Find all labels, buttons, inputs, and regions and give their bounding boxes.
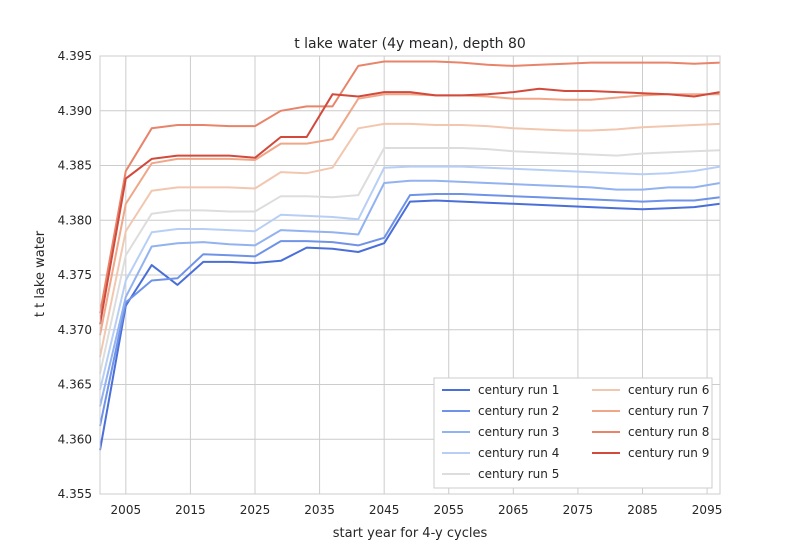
legend-label: century run 1 bbox=[478, 383, 559, 397]
legend-label: century run 4 bbox=[478, 446, 559, 460]
x-tick-labels: 2005 2015 2025 2035 2045 2055 2065 2075 2085 2095 bbox=[111, 503, 723, 517]
series-line-century-run-4 bbox=[99, 165, 721, 391]
y-tick-label: 4.390 bbox=[58, 104, 92, 118]
series-lines bbox=[99, 60, 721, 451]
x-tick-label: 2025 bbox=[240, 503, 271, 517]
legend-item-century-run-5: century run 5 bbox=[442, 467, 559, 481]
x-tick-label: 2075 bbox=[563, 503, 594, 517]
series-line-century-run-7 bbox=[99, 93, 720, 336]
legend-item-century-run-8: century run 8 bbox=[592, 425, 709, 439]
legend-item-century-run-1: century run 1 bbox=[442, 383, 559, 397]
y-tick-label: 4.385 bbox=[58, 159, 92, 173]
y-tick-labels: 4.355 4.360 4.365 4.370 4.375 4.380 4.385 4.390… bbox=[58, 49, 92, 501]
x-tick-label: 2015 bbox=[175, 503, 206, 517]
series-line-century-run-3 bbox=[99, 179, 721, 407]
series-line-century-run-1 bbox=[99, 199, 721, 451]
legend-item-century-run-9: century run 9 bbox=[592, 446, 709, 460]
legend-box bbox=[433, 377, 713, 489]
y-tick-label: 4.355 bbox=[58, 487, 92, 501]
y-tick-label: 4.395 bbox=[58, 49, 92, 63]
series-line-century-run-6 bbox=[99, 122, 721, 358]
legend-label: century run 9 bbox=[628, 446, 709, 460]
x-tick-label: 2095 bbox=[692, 503, 723, 517]
y-tick-label: 4.375 bbox=[58, 268, 92, 282]
y-tick-label: 4.365 bbox=[58, 378, 92, 392]
series-line-century-run-2 bbox=[99, 193, 721, 427]
y-tick-label: 4.380 bbox=[58, 213, 92, 227]
series-line-century-run-5 bbox=[99, 147, 721, 374]
legend-label: century run 3 bbox=[478, 425, 559, 439]
x-tick-label: 2005 bbox=[111, 503, 142, 517]
legend-label: century run 6 bbox=[628, 383, 709, 397]
x-tick-label: 2065 bbox=[498, 503, 529, 517]
legend-label: century run 5 bbox=[478, 467, 559, 481]
y-tick-label: 4.370 bbox=[58, 323, 92, 337]
y-axis-title: t t lake water bbox=[33, 230, 48, 317]
legend-label: century run 2 bbox=[478, 404, 559, 418]
legend-label: century run 8 bbox=[628, 425, 709, 439]
x-axis-title: start year for 4-y cycles bbox=[333, 526, 488, 541]
legend-item-century-run-2: century run 2 bbox=[442, 404, 559, 418]
y-tick-label: 4.360 bbox=[58, 432, 92, 446]
legend: century run 1 century run 2 century run 3 c… bbox=[433, 377, 713, 489]
x-tick-label: 2045 bbox=[369, 503, 400, 517]
series-line-century-run-8 bbox=[99, 60, 721, 314]
legend-item-century-run-4: century run 4 bbox=[442, 446, 559, 460]
legend-label: century run 7 bbox=[628, 404, 709, 418]
legend-item-century-run-6: century run 6 bbox=[592, 383, 709, 397]
x-tick-label: 2055 bbox=[433, 503, 464, 517]
plot-frame bbox=[99, 55, 721, 495]
chart-title: t lake water (4y mean), depth 80 bbox=[294, 36, 526, 52]
x-tick-label: 2035 bbox=[304, 503, 335, 517]
legend-item-century-run-3: century run 3 bbox=[442, 425, 559, 439]
x-tick-label: 2085 bbox=[627, 503, 658, 517]
series-line-century-run-9 bbox=[99, 87, 721, 325]
legend-item-century-run-7: century run 7 bbox=[592, 404, 709, 418]
